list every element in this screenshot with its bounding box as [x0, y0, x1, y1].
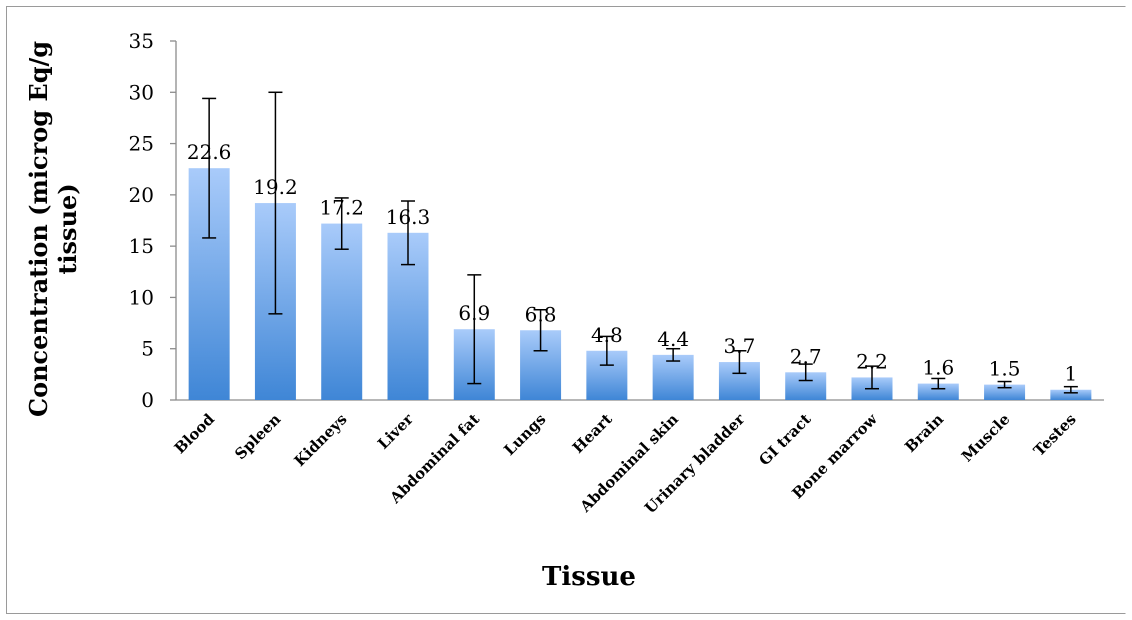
- x-tick-label: GI tract: [755, 410, 814, 469]
- bar: [652, 354, 694, 400]
- chart-frame: Concentration (microg Eq/g tissue) Tissu…: [6, 6, 1126, 614]
- data-label: 4.8: [591, 323, 623, 347]
- data-label: 19.2: [253, 175, 298, 199]
- x-tick-label: Muscle: [958, 410, 1013, 465]
- bar: [321, 223, 363, 400]
- bar: [1050, 389, 1092, 400]
- y-tick-label: 0: [141, 388, 154, 412]
- x-tick-label: Lungs: [500, 410, 549, 459]
- data-label: 1.6: [922, 356, 954, 380]
- data-label: 6.9: [458, 301, 490, 325]
- x-axis-title: Tissue: [542, 562, 636, 592]
- data-label: 2.7: [790, 344, 822, 368]
- y-axis-title-line-2: tissue): [53, 183, 82, 274]
- x-tick-label: Heart: [569, 410, 616, 457]
- data-label: 3.7: [724, 334, 756, 358]
- y-tick-label: 25: [129, 132, 154, 156]
- x-tick-label: Liver: [374, 409, 417, 452]
- y-tick-label: 5: [141, 337, 154, 361]
- data-label: 1: [1064, 362, 1077, 386]
- bar: [917, 383, 959, 400]
- x-tick-label: Blood: [171, 410, 219, 458]
- y-tick-label: 35: [129, 29, 154, 53]
- data-label: 6.8: [525, 302, 557, 326]
- x-tick-label: Brain: [901, 410, 947, 456]
- y-tick-label: 20: [129, 183, 154, 207]
- x-tick-label: Spleen: [231, 410, 284, 463]
- bar-chart: Concentration (microg Eq/g tissue) Tissu…: [24, 29, 1104, 592]
- data-label: 17.2: [319, 196, 364, 220]
- data-label: 1.5: [989, 357, 1021, 381]
- x-tick-label: Testes: [1030, 410, 1080, 460]
- y-axis-title: Concentration (microg Eq/g tissue): [24, 41, 82, 417]
- data-label: 22.6: [187, 140, 232, 164]
- y-axis-title-line-1: Concentration (microg Eq/g: [24, 41, 53, 417]
- y-tick-label: 15: [129, 234, 154, 258]
- data-label: 16.3: [386, 205, 431, 229]
- bar: [984, 384, 1026, 400]
- data-label: 4.4: [657, 327, 689, 351]
- data-label: 2.2: [856, 349, 888, 373]
- x-tick-label: Kidneys: [291, 410, 351, 470]
- y-tick-label: 30: [129, 80, 154, 104]
- y-tick-label: 10: [129, 285, 154, 309]
